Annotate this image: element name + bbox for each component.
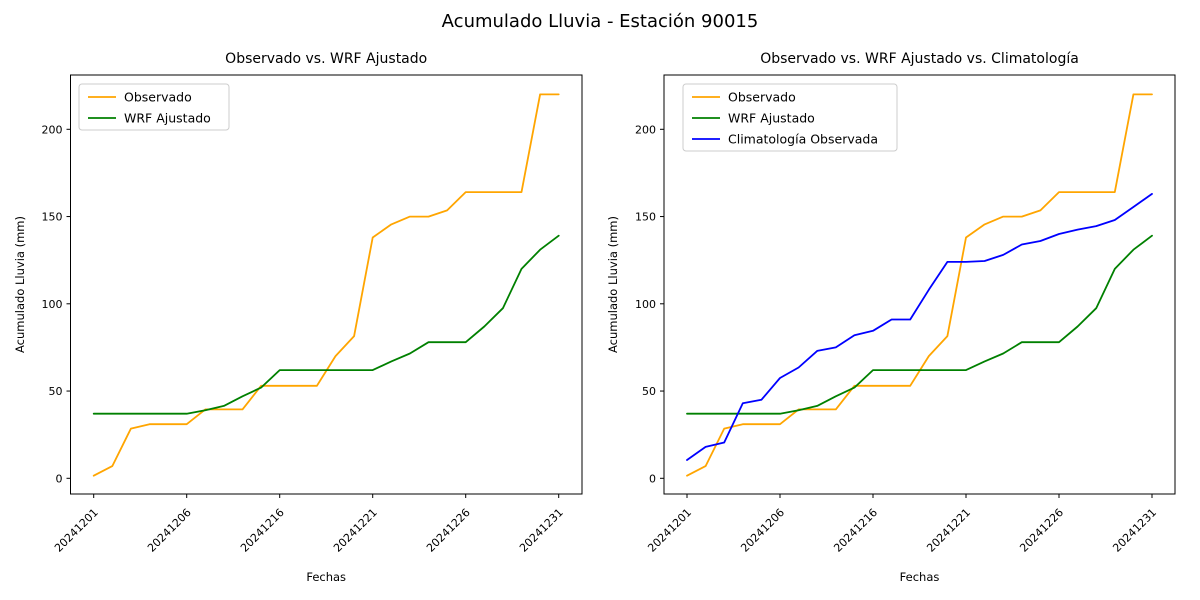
plot-area [70,74,583,495]
figure-title: Acumulado Lluvia - Estación 90015 [441,11,759,32]
subplot-1: Observado vs. WRF Ajustado 0 50 100 150 200 20… [13,51,583,584]
x-axis-label: Fechas [900,570,940,584]
y-tick-label: 150 [635,211,656,224]
chart-title: Observado vs. WRF Ajustado vs. Climatolo… [760,51,1079,67]
y-tick-label: 50 [642,385,656,398]
x-tick-label: 20241216 [238,506,287,555]
y-tick-label: 150 [42,211,63,224]
y-tick-label: 200 [42,123,63,136]
x-tick-label: 20241216 [831,506,880,555]
y-tick-label: 50 [49,385,63,398]
x-axis-label: Fechas [306,570,346,584]
y-tick-label: 0 [56,472,63,485]
x-tick-label: 20241226 [424,506,473,555]
x-tick-label: 20241221 [924,506,973,555]
series-line-climatologia-observada [686,192,1153,461]
legend: Observado WRF Ajustado Climatología Observ… [682,83,898,152]
x-tick-label: 20241231 [517,506,566,555]
x-tick-label: 20241201 [645,506,694,555]
legend: Observado WRF Ajustado [78,83,230,131]
legend-label-wrf-ajustado: WRF Ajustado [728,111,815,126]
y-tick-label: 200 [635,123,656,136]
x-tick-label: 20241221 [331,506,380,555]
legend-label-observado: Observado [124,90,192,105]
x-tick-label: 20241206 [145,506,194,555]
series-line-wrf-ajustado [92,234,560,415]
y-tick-label: 100 [635,298,656,311]
subplot-2: Observado vs. WRF Ajustado vs. Climatolo… [606,51,1176,584]
y-axis-label: Acumulado Lluvia (mm) [606,216,620,353]
x-tick-label: 20241231 [1110,506,1159,555]
y-tick-label: 0 [649,472,656,485]
x-tick-label: 20241226 [1017,506,1066,555]
legend-label-observado: Observado [728,90,796,105]
chart-title: Observado vs. WRF Ajustado [225,51,427,67]
y-tick-label: 100 [42,298,63,311]
legend-label-wrf-ajustado: WRF Ajustado [124,111,211,126]
y-axis-label: Acumulado Lluvia (mm) [13,216,27,353]
x-tick-label: 20241201 [52,506,101,555]
x-tick-label: 20241206 [738,506,787,555]
legend-label-climatologia-observada: Climatología Observada [728,132,878,147]
series-line-wrf-ajustado [686,234,1153,415]
legend-frame [78,83,230,131]
legend-frame [682,83,898,152]
